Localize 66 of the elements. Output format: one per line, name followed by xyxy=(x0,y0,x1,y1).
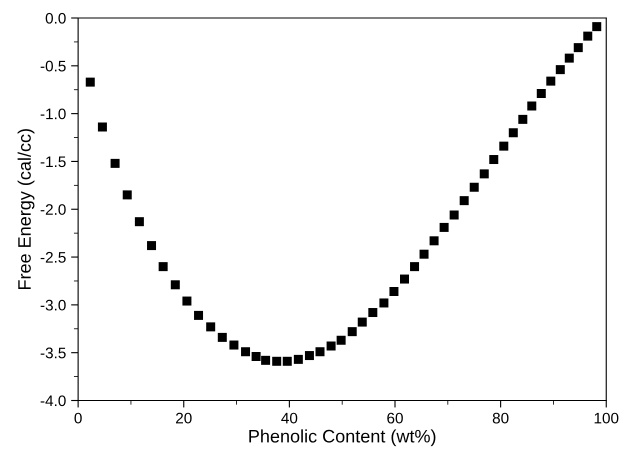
point xyxy=(158,262,168,272)
y-axis-title: Free Energy (cal/cc) xyxy=(18,129,34,290)
point xyxy=(358,318,367,327)
point xyxy=(98,122,107,132)
point xyxy=(574,43,583,52)
point xyxy=(336,336,346,345)
point xyxy=(592,22,602,32)
point xyxy=(218,332,227,342)
y-tick-label: -4.0 xyxy=(40,395,66,406)
point xyxy=(389,286,398,296)
point xyxy=(170,280,180,290)
x-axis-title: Phenolic Content (wt%) xyxy=(249,429,436,446)
x-tick-label: 80 xyxy=(492,412,509,424)
y-tick-label: -3.5 xyxy=(40,348,66,358)
point xyxy=(194,310,204,320)
point xyxy=(316,347,325,356)
point xyxy=(410,262,420,272)
point xyxy=(134,217,144,226)
x-tick-label: 0 xyxy=(74,412,82,424)
point xyxy=(564,54,574,63)
point xyxy=(499,142,508,151)
point xyxy=(556,65,565,74)
point xyxy=(110,158,120,168)
point xyxy=(508,128,518,138)
y-tick-label: 0.0 xyxy=(46,12,66,24)
point xyxy=(430,236,439,246)
y-tick-label: -0.5 xyxy=(40,60,66,72)
y-tick-label: -1.5 xyxy=(40,156,66,168)
point xyxy=(229,340,238,350)
point xyxy=(86,78,95,87)
point xyxy=(440,222,449,232)
y-tick-label: -2.0 xyxy=(40,204,66,215)
point xyxy=(282,356,292,366)
point xyxy=(304,351,314,360)
point xyxy=(272,356,282,366)
point xyxy=(182,296,192,306)
point xyxy=(489,155,498,164)
y-tick-label: -2.5 xyxy=(40,252,66,263)
point xyxy=(518,114,528,124)
x-tick-label: 20 xyxy=(176,412,192,424)
point xyxy=(122,190,132,200)
point xyxy=(206,322,216,332)
y-tick-label: -3.0 xyxy=(40,300,66,311)
x-tick-label: 60 xyxy=(387,412,403,424)
point xyxy=(252,352,261,362)
point xyxy=(460,196,469,206)
point xyxy=(326,341,336,350)
point xyxy=(368,308,378,318)
point xyxy=(420,250,429,259)
point xyxy=(480,169,489,178)
y-tick-label: -1.0 xyxy=(40,108,66,120)
x-tick-label: 40 xyxy=(281,412,298,424)
point xyxy=(261,356,270,365)
x-tick-label: 100 xyxy=(594,412,618,424)
point xyxy=(294,354,303,364)
point xyxy=(450,210,459,220)
point xyxy=(348,327,357,336)
point xyxy=(470,182,479,192)
point xyxy=(536,89,546,98)
point xyxy=(241,347,250,356)
point xyxy=(147,241,156,250)
point xyxy=(583,32,592,41)
point xyxy=(546,76,556,86)
point xyxy=(379,298,388,308)
point xyxy=(527,101,536,110)
point xyxy=(400,274,410,284)
